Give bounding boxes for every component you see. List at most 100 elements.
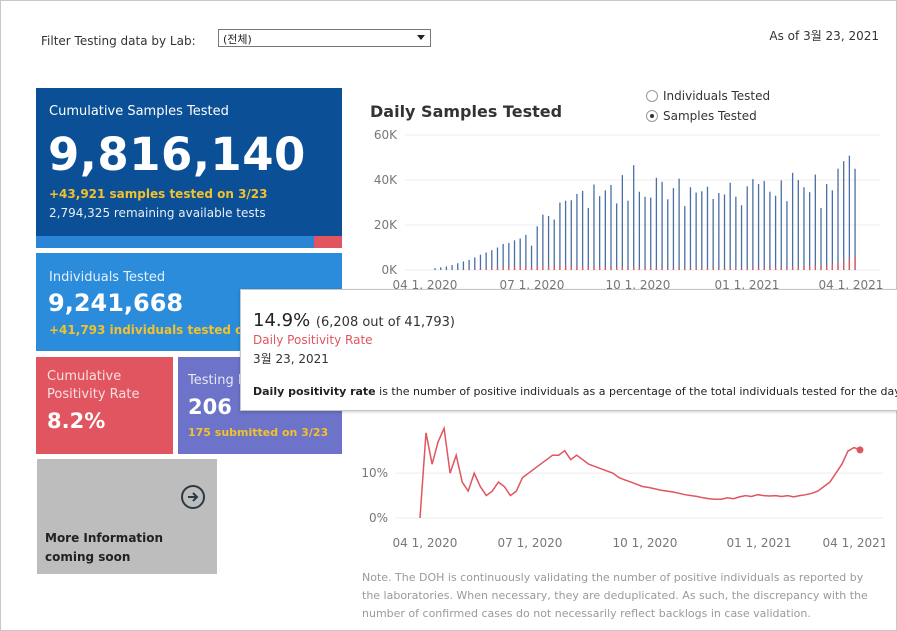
sample-bar [667, 199, 669, 270]
positive-bar [553, 266, 555, 270]
positive-bar [542, 265, 544, 270]
filter-label: Filter Testing data by Lab: [41, 34, 196, 48]
sample-bar [598, 196, 601, 270]
positive-bar [797, 266, 799, 270]
radio-button-selected[interactable] [646, 110, 658, 122]
positive-bar [519, 266, 521, 270]
positive-bar [752, 267, 754, 270]
positive-bar [791, 266, 794, 270]
labs-submitted-today: 175 submitted on 3/23 [188, 426, 329, 439]
x-tick-label: 01 1, 2021 [727, 536, 792, 550]
positive-bar [581, 266, 584, 270]
sample-bar [434, 268, 436, 270]
tests-progress-fill [36, 236, 315, 248]
sample-bar [820, 207, 822, 270]
sample-bar [604, 190, 606, 270]
positive-bar [848, 258, 851, 270]
positive-bar [491, 267, 493, 270]
card-title-line2: Positivity Rate [47, 387, 140, 402]
positive-bar [559, 265, 561, 270]
positive-bar [627, 267, 629, 270]
sample-bar [468, 259, 470, 270]
sample-bar [564, 200, 567, 270]
positive-bar [655, 267, 658, 270]
positive-bar [485, 268, 487, 270]
card-title: Individuals Tested [49, 270, 166, 285]
positive-bar [536, 265, 538, 270]
sample-bar [843, 161, 845, 270]
positive-bar [769, 267, 771, 270]
chevron-down-icon[interactable] [417, 35, 425, 40]
daily-samples-title: Daily Samples Tested [370, 102, 563, 121]
positive-bar [774, 267, 777, 270]
positive-bar [695, 267, 697, 270]
y-tick-label: 0% [369, 511, 388, 525]
y-tick-label: 0K [381, 263, 398, 277]
sample-bar [496, 247, 499, 270]
positive-bar [587, 266, 589, 270]
tooltip-detail: (6,208 out of 41,793) [315, 315, 455, 330]
sample-bar [542, 214, 544, 270]
card-title-line1: Cumulative [47, 369, 122, 384]
sample-bar [491, 250, 493, 270]
individuals-tested-value: 9,241,668 [48, 289, 184, 317]
positive-bar [718, 267, 720, 270]
radio-individuals-tested[interactable]: Individuals Tested [646, 86, 770, 106]
sample-bar [735, 196, 737, 270]
daily-samples-chart[interactable]: 0K 20K 40K 60K 04 1, 2020 07 1, 2020 10 1, 202… [360, 125, 885, 297]
sample-bar [831, 190, 833, 270]
y-tick-label: 40K [374, 173, 398, 187]
tooltip-desc-rest: is the number of positive individuals as… [375, 385, 897, 398]
tooltip-desc-bold: Daily positivity rate [253, 385, 376, 398]
positive-bar [712, 267, 714, 270]
sample-bar [684, 206, 686, 270]
y-tick-label: 10% [361, 466, 388, 480]
positive-bar [757, 267, 760, 270]
sample-bar [553, 219, 555, 270]
positive-bar [723, 267, 726, 270]
more-info-line2: coming soon [45, 550, 131, 564]
tests-progress-bar [36, 236, 342, 248]
card-title: Cumulative Positivity Rate [47, 368, 139, 404]
positive-bar [701, 267, 703, 270]
radio-samples-tested[interactable]: Samples Tested [646, 106, 770, 126]
tooltip-pct: 14.9% [253, 310, 311, 331]
tooltip-date: 3월 23, 2021 [253, 352, 329, 366]
x-tick-label: 04 1, 2021 [819, 278, 884, 292]
individuals-tested-today: +41,793 individuals tested on 3/23 [49, 323, 286, 337]
cumulative-samples-card: Cumulative Samples Tested 9,816,140 +43,… [36, 88, 342, 248]
lab-filter-select[interactable]: (전체) [218, 29, 431, 47]
sample-bar [678, 178, 680, 270]
radio-button[interactable] [646, 90, 658, 102]
sample-bar [661, 181, 663, 270]
sample-bar [746, 186, 748, 270]
sample-bar [740, 205, 743, 270]
positive-bar [831, 264, 833, 270]
more-info-text: More Information coming soon [45, 529, 205, 567]
sample-bar [786, 201, 788, 270]
positive-bar [786, 267, 788, 270]
positivity-rate-chart[interactable]: 0% 10% 04 1, 2020 07 1, 2020 10 1, 2020 01 1,… [355, 400, 885, 558]
sample-bar [695, 192, 697, 270]
positive-bar [689, 267, 692, 270]
sample-bar [462, 261, 465, 270]
sample-bar [689, 187, 692, 270]
positive-bar [616, 267, 618, 270]
arrow-circle-right-icon[interactable] [181, 485, 205, 509]
sample-bar [440, 267, 442, 270]
positive-bar [808, 266, 811, 270]
sample-bar [672, 188, 675, 270]
sample-bar [808, 192, 811, 270]
sample-bar [616, 203, 618, 270]
positive-bar [735, 267, 737, 270]
positive-bar [650, 267, 652, 270]
cumulative-samples-value: 9,816,140 [48, 128, 306, 181]
sample-bar [638, 191, 641, 270]
x-tick-label: 10 1, 2020 [606, 278, 671, 292]
positive-bar [746, 267, 748, 270]
sample-bar [445, 266, 448, 270]
sample-bar [621, 175, 623, 270]
more-info-card[interactable]: More Information coming soon [37, 459, 217, 574]
positive-bar [814, 265, 816, 270]
sample-bar [576, 193, 578, 270]
